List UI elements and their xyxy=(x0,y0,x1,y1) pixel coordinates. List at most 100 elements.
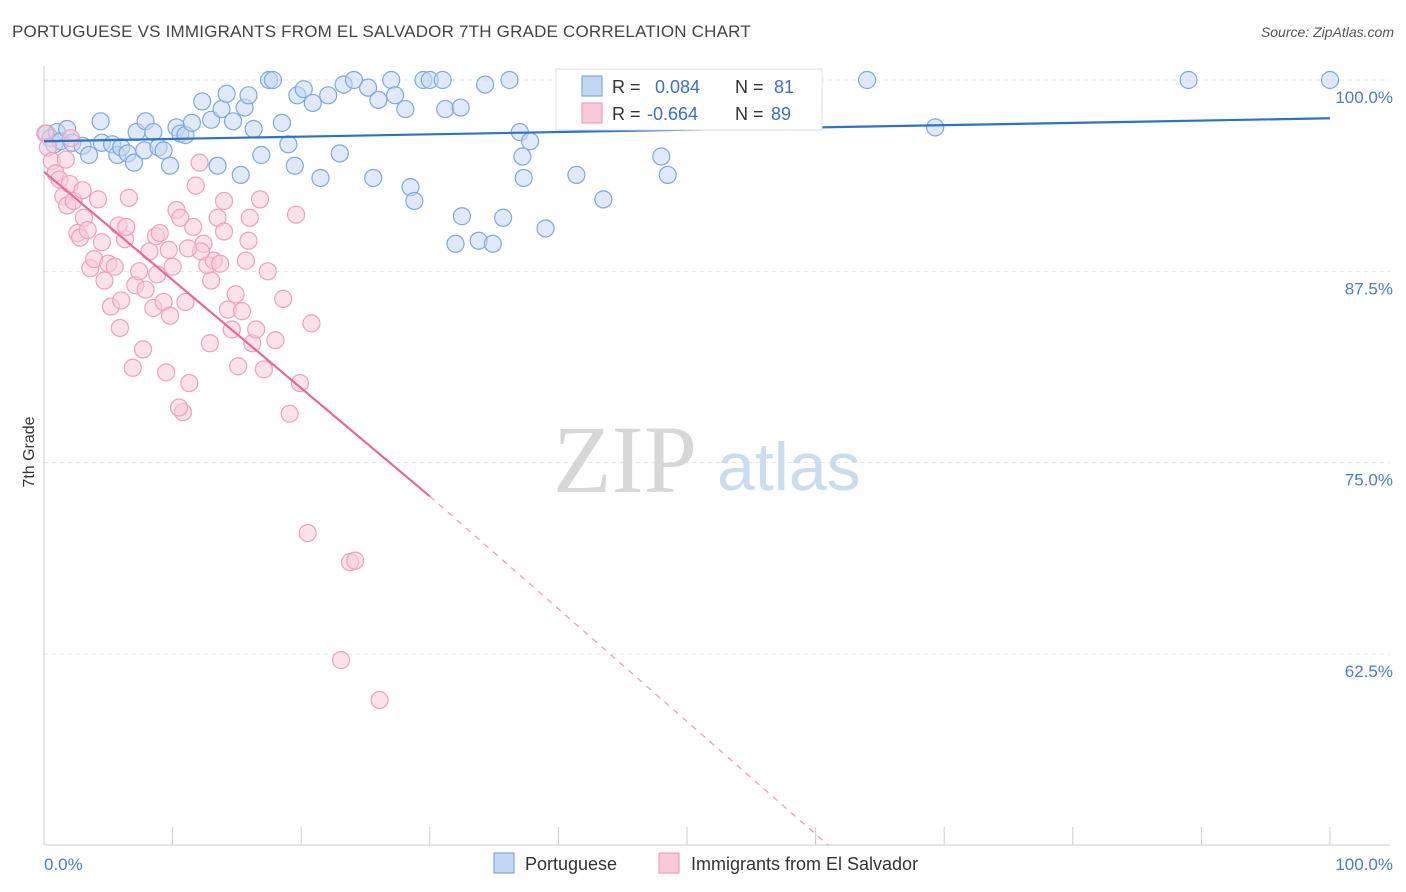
portuguese-point-56 xyxy=(396,99,415,119)
portuguese-point-50 xyxy=(344,70,364,90)
portuguese-point-48 xyxy=(330,144,349,163)
el-salvador-point-30 xyxy=(140,242,159,261)
portuguese-point-33 xyxy=(231,165,250,185)
portuguese-point-54 xyxy=(382,70,401,90)
stats-n-label-0: N = xyxy=(735,77,764,97)
el-salvador-point-83 xyxy=(178,239,198,258)
portuguese-point-35 xyxy=(239,86,258,105)
stats-legend: R = 0.084 N = 81 R = -0.664 N = 89 xyxy=(555,68,823,131)
portuguese-point-51 xyxy=(358,78,378,97)
el-salvador-point-65 xyxy=(266,331,285,350)
portuguese-point-47 xyxy=(319,86,338,105)
y-tick-label-2: 87.5% xyxy=(1345,279,1393,298)
portuguese-point-44 xyxy=(294,80,313,99)
portuguese-point-78 xyxy=(652,147,671,166)
el-salvador-point-39 xyxy=(171,208,190,227)
y-tick-label-1: 75.0% xyxy=(1345,471,1393,490)
el-salvador-points xyxy=(36,124,389,710)
portuguese-point-46 xyxy=(311,168,330,188)
legend-swatch-el-salvador xyxy=(658,852,680,874)
el-salvador-point-69 xyxy=(290,373,310,393)
el-salvador-point-15 xyxy=(88,190,108,209)
el-salvador-point-51 xyxy=(211,254,230,273)
el-salvador-point-84 xyxy=(117,217,136,237)
portuguese-point-69 xyxy=(494,208,513,227)
portuguese-point-15 xyxy=(124,153,144,172)
portuguese-point-61 xyxy=(433,70,452,90)
el-salvador-point-55 xyxy=(226,285,245,304)
el-salvador-point-48 xyxy=(200,334,219,353)
portuguese-point-79 xyxy=(658,165,677,185)
portuguese-point-62 xyxy=(436,99,455,119)
stats-swatch-el-salvador xyxy=(581,102,603,124)
portuguese-point-65 xyxy=(452,207,472,226)
el-salvador-point-52 xyxy=(214,191,234,211)
el-salvador-point-29 xyxy=(136,280,155,299)
el-salvador-point-59 xyxy=(240,208,259,227)
el-salvador-point-28 xyxy=(133,340,153,359)
el-salvador-point-45 xyxy=(190,153,209,172)
el-salvador-point-56 xyxy=(229,357,248,376)
el-salvador-point-64 xyxy=(258,262,277,281)
watermark-zip: ZIP xyxy=(553,406,697,513)
portuguese-point-53 xyxy=(369,90,388,109)
el-salvador-point-12 xyxy=(78,220,97,240)
portuguese-point-70 xyxy=(500,70,519,90)
el-salvador-point-16 xyxy=(92,233,111,252)
chart-source: Source: ZipAtlas.com xyxy=(1260,24,1394,40)
stats-swatch-portuguese xyxy=(581,75,603,97)
legend-label-portuguese: Portuguese xyxy=(525,854,617,874)
stats-r-value-0: 0.084 xyxy=(655,77,700,97)
portuguese-points xyxy=(37,70,1340,253)
el-salvador-point-37 xyxy=(163,257,182,276)
el-salvador-point-20 xyxy=(105,257,124,276)
y-tick-label-3: 100.0% xyxy=(1335,88,1393,107)
portuguese-point-72 xyxy=(513,147,532,166)
portuguese-point-74 xyxy=(521,132,540,151)
stats-r-label-0: R = xyxy=(612,77,641,97)
legend-swatch-portuguese xyxy=(493,852,515,874)
portuguese-point-84 xyxy=(1320,70,1340,90)
stats-r-label-1: R = xyxy=(612,104,641,124)
el-salvador-trend-extension xyxy=(429,495,829,846)
el-salvador-point-68 xyxy=(286,205,306,224)
bottom-legend: Portuguese Immigrants from El Salvador xyxy=(493,852,918,874)
el-salvador-point-75 xyxy=(370,690,389,710)
portuguese-point-21 xyxy=(154,141,173,160)
tick-labels: 62.5% 75.0% 87.5% 100.0% 0.0% 100.0% xyxy=(44,88,1393,874)
el-salvador-point-87 xyxy=(202,271,221,290)
portuguese-point-55 xyxy=(385,86,405,105)
chart-title: PORTUGUESE VS IMMIGRANTS FROM EL SALVADO… xyxy=(12,22,751,41)
el-salvador-point-17 xyxy=(95,271,114,290)
portuguese-point-81 xyxy=(926,118,945,137)
el-salvador-point-27 xyxy=(130,262,149,281)
portuguese-point-83 xyxy=(1179,70,1198,90)
portuguese-point-63 xyxy=(446,234,465,253)
portuguese-point-77 xyxy=(594,190,613,209)
el-salvador-point-71 xyxy=(298,523,317,543)
portuguese-point-82 xyxy=(857,70,877,90)
portuguese-point-36 xyxy=(244,119,263,139)
el-salvador-point-79 xyxy=(73,181,92,200)
el-salvador-point-25 xyxy=(123,358,142,377)
watermark: ZIP atlas xyxy=(553,406,861,513)
portuguese-point-76 xyxy=(567,165,586,185)
el-salvador-point-35 xyxy=(157,363,176,382)
el-salvador-trend-line xyxy=(43,170,431,498)
portuguese-point-37 xyxy=(252,145,271,165)
el-salvador-point-22 xyxy=(112,291,131,310)
el-salvador-point-70 xyxy=(302,314,321,333)
portuguese-point-42 xyxy=(285,156,304,175)
el-salvador-point-67 xyxy=(280,404,299,423)
portuguese-point-52 xyxy=(364,168,383,188)
portuguese-point-32 xyxy=(223,112,243,131)
portuguese-point-58 xyxy=(405,191,424,211)
y-tick-label-0: 62.5% xyxy=(1345,662,1393,681)
portuguese-point-41 xyxy=(279,135,298,154)
stats-n-label-1: N = xyxy=(735,104,764,124)
portuguese-point-9 xyxy=(91,112,110,131)
el-salvador-point-36 xyxy=(160,306,180,325)
stats-n-value-1: 89 xyxy=(771,104,791,124)
portuguese-point-40 xyxy=(272,113,292,132)
